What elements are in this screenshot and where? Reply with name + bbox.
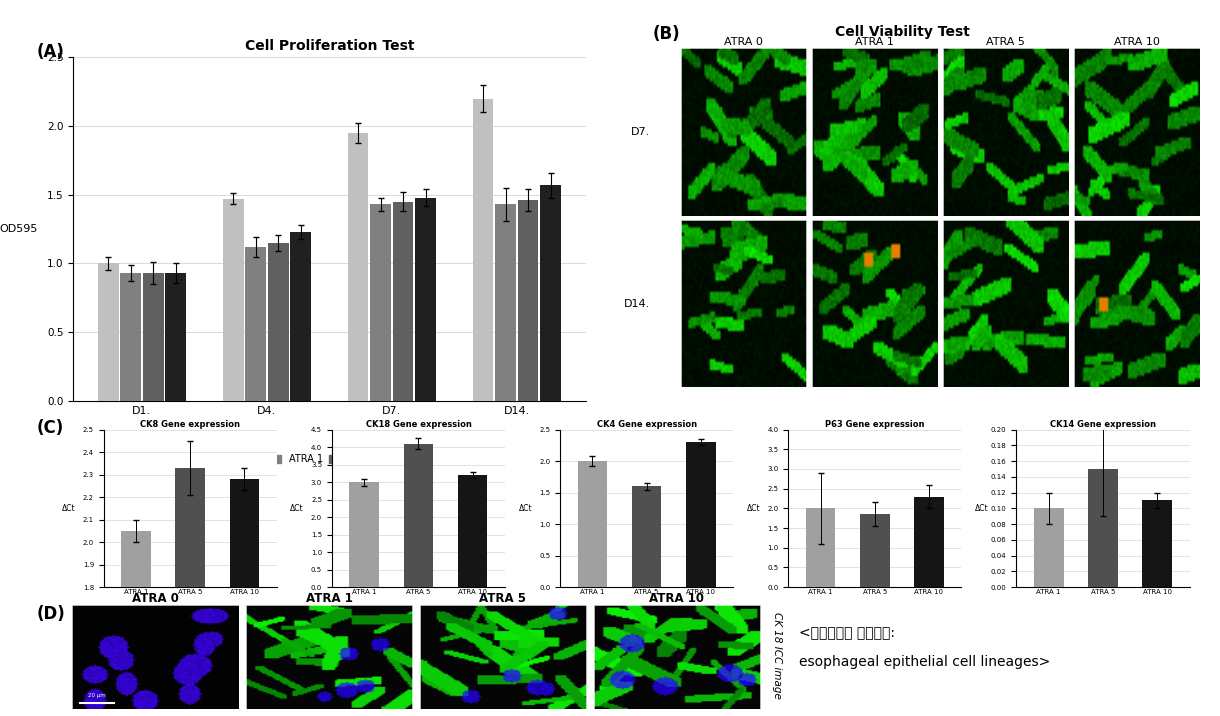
Bar (1142, 500, 1172, 587)
Bar (290, 232, 311, 401)
Bar (268, 243, 288, 401)
Bar (245, 247, 266, 401)
Y-axis label: ΔCt: ΔCt (747, 504, 760, 513)
Title: ATRA 10: ATRA 10 (1114, 37, 1160, 47)
Bar (229, 479, 260, 716)
Bar (166, 273, 185, 401)
Title: CK18 Gene expression: CK18 Gene expression (366, 420, 471, 429)
Title: ATRA 5: ATRA 5 (479, 592, 527, 605)
Bar (632, 486, 661, 587)
Bar (404, 444, 433, 587)
Title: CK8 Gene expression: CK8 Gene expression (140, 420, 240, 429)
Title: Cell Proliferation Test: Cell Proliferation Test (245, 39, 414, 53)
Y-axis label: OD595: OD595 (0, 224, 38, 234)
Y-axis label: ΔCt: ΔCt (290, 504, 304, 513)
Bar (393, 202, 414, 401)
Bar (371, 204, 390, 401)
Text: (C): (C) (37, 419, 63, 437)
Bar (1033, 508, 1064, 587)
Title: P63 Gene expression: P63 Gene expression (825, 420, 925, 429)
Bar (176, 468, 205, 716)
Bar (860, 514, 889, 587)
Text: 20 μm: 20 μm (88, 694, 106, 699)
Text: (B): (B) (653, 25, 681, 43)
Title: ATRA 0: ATRA 0 (132, 592, 178, 605)
Text: <줄기세포의 분화제어:: <줄기세포의 분화제어: (799, 626, 895, 641)
Title: ATRA 0: ATRA 0 (725, 37, 762, 47)
Bar (540, 185, 561, 401)
Y-axis label: ΔCt: ΔCt (62, 504, 76, 513)
Y-axis label: ΔCt: ΔCt (975, 504, 988, 513)
Legend: ATRA 0, ATRA 1, ATRA 5, ATRA 10: ATRA 0, ATRA 1, ATRA 5, ATRA 10 (206, 450, 453, 468)
Title: ATRA 1: ATRA 1 (306, 592, 353, 605)
Bar (415, 198, 436, 401)
Text: (A): (A) (37, 43, 65, 61)
Text: Cell Viability Test: Cell Viability Test (836, 25, 970, 39)
Y-axis label: ΔCt: ΔCt (518, 504, 532, 513)
Bar (349, 482, 379, 587)
Bar (495, 204, 516, 401)
Bar (805, 508, 836, 587)
Bar (686, 442, 716, 587)
Bar (348, 133, 368, 401)
Text: CK 18 ICC image: CK 18 ICC image (772, 611, 782, 699)
Bar (143, 273, 163, 401)
Text: (D): (D) (37, 605, 66, 623)
Bar (473, 99, 493, 401)
Bar (223, 199, 244, 401)
Bar (914, 497, 944, 587)
Title: ATRA 1: ATRA 1 (855, 37, 894, 47)
Y-axis label: D7.: D7. (631, 127, 650, 137)
Bar (458, 475, 488, 587)
Title: CK14 Gene expression: CK14 Gene expression (1050, 420, 1155, 429)
Title: ATRA 5: ATRA 5 (987, 37, 1025, 47)
Bar (98, 263, 118, 401)
Bar (121, 531, 151, 716)
Title: CK4 Gene expression: CK4 Gene expression (597, 420, 697, 429)
Bar (121, 273, 142, 401)
Bar (517, 200, 538, 401)
Title: ATRA 10: ATRA 10 (649, 592, 704, 605)
Text: esophageal epithelial cell lineages>: esophageal epithelial cell lineages> (799, 655, 1050, 669)
Bar (577, 461, 608, 587)
Bar (1088, 469, 1118, 587)
Y-axis label: D14.: D14. (623, 299, 650, 309)
